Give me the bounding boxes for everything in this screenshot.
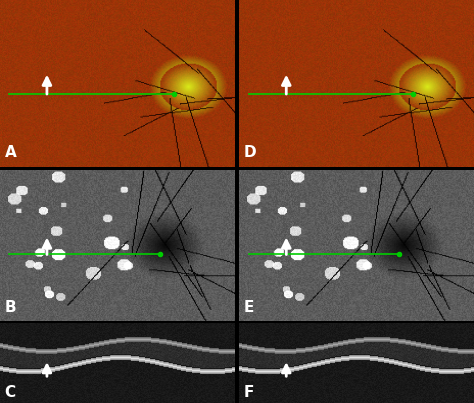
Text: C: C xyxy=(5,385,16,400)
Text: A: A xyxy=(5,145,17,160)
Text: D: D xyxy=(244,145,256,160)
Text: F: F xyxy=(244,385,255,400)
Text: E: E xyxy=(244,300,255,315)
Text: B: B xyxy=(5,300,16,315)
